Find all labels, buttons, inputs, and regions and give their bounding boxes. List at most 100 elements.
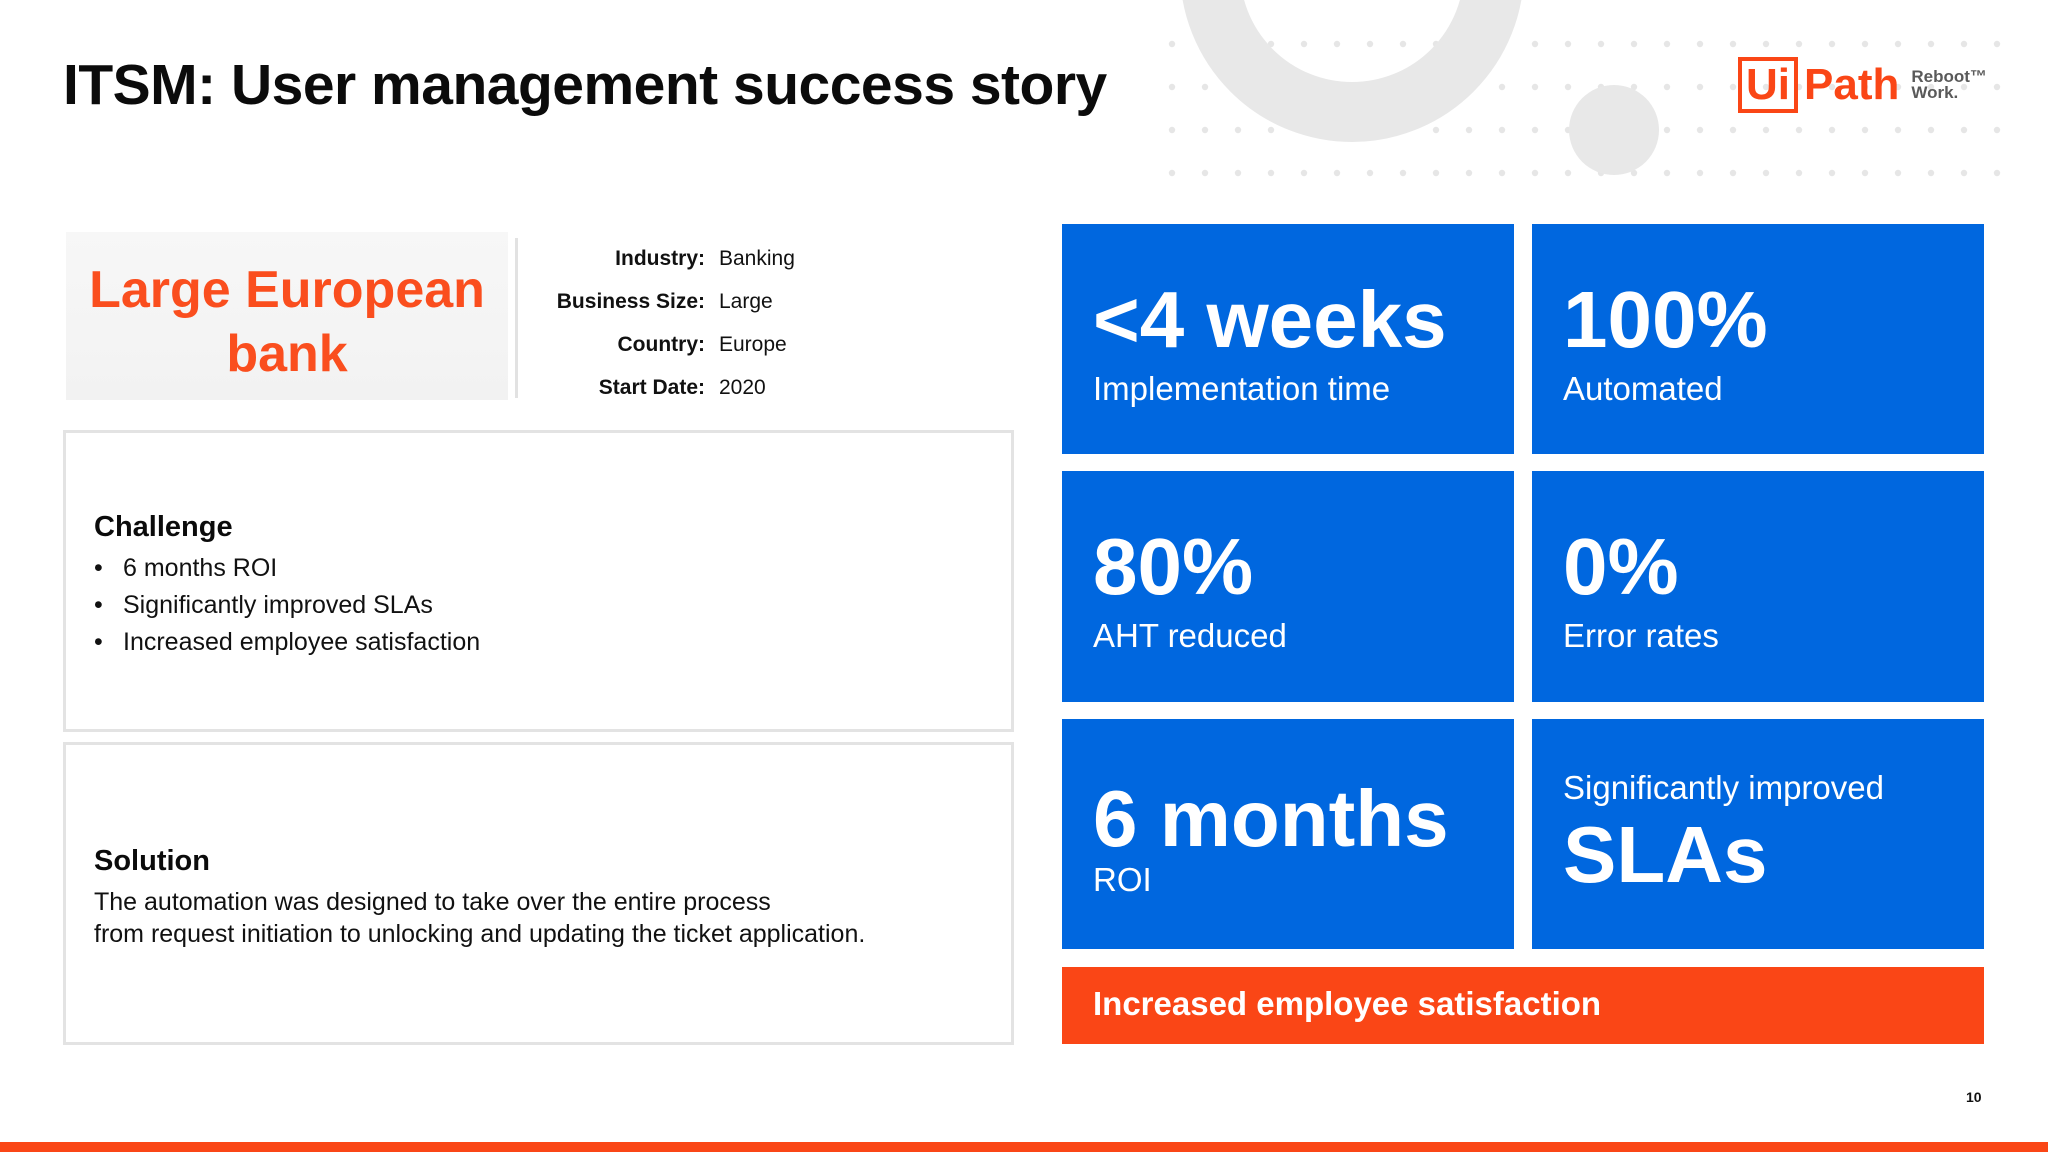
satisfaction-banner: Increased employee satisfaction [1062, 967, 1984, 1044]
fact-value: Europe [719, 332, 787, 356]
fact-label: Country: [617, 332, 706, 356]
fact-value: Banking [719, 246, 795, 270]
bottom-accent-bar [0, 1142, 2048, 1152]
decorative-dot [1201, 169, 1209, 177]
logo-ui-mark: Ui [1738, 57, 1798, 113]
list-item: • 6 months ROI [94, 550, 480, 587]
decorative-dot [1696, 83, 1704, 91]
decorative-dot [1762, 169, 1770, 177]
decorative-dot [1597, 40, 1605, 48]
decorative-dot [1762, 83, 1770, 91]
list-item: • Significantly improved SLAs [94, 587, 480, 624]
decorative-dot [1828, 126, 1836, 134]
page-number: 10 [1966, 1089, 1982, 1105]
metric-caption: Significantly improved [1563, 769, 1884, 806]
decorative-dot [1201, 126, 1209, 134]
metric-caption: Automated [1563, 370, 1723, 407]
decorative-dot [1960, 169, 1968, 177]
bullet: • [94, 554, 103, 582]
decorative-dot [1498, 126, 1506, 134]
fact-value: Large [719, 289, 773, 313]
decorative-dot [1960, 83, 1968, 91]
decorative-dot [1465, 126, 1473, 134]
metric-tile-slas: Significantly improved SLAs [1532, 719, 1984, 949]
decorative-dot [1729, 126, 1737, 134]
fact-row-country: Country: Europe [530, 323, 795, 366]
decorative-dot [1234, 126, 1242, 134]
decorative-dot [1861, 169, 1869, 177]
metric-tile-aht-reduced: 80% AHT reduced [1062, 471, 1514, 702]
metric-value: <4 weeks [1093, 275, 1447, 364]
decorative-dot [1300, 169, 1308, 177]
decorative-dot [1234, 169, 1242, 177]
decorative-dot [1333, 169, 1341, 177]
decorative-dot [1861, 83, 1869, 91]
list-item-text: Significantly improved SLAs [123, 591, 433, 619]
metric-tile-error-rates: 0% Error rates [1532, 471, 1984, 702]
decorative-dot [1564, 40, 1572, 48]
decorative-dot [1564, 83, 1572, 91]
fact-label: Start Date: [598, 375, 705, 399]
metric-value: 80% [1093, 522, 1254, 611]
decorative-dot [1894, 126, 1902, 134]
bullet: • [94, 628, 103, 656]
metric-caption: Error rates [1563, 617, 1719, 654]
banner-text: Increased employee satisfaction [1093, 985, 1602, 1022]
metric-caption: Implementation time [1093, 370, 1391, 407]
decorative-dot [1894, 169, 1902, 177]
logo-path-text: Path [1804, 60, 1900, 109]
decorative-dot [1696, 169, 1704, 177]
fact-row-industry: Industry: Banking [530, 237, 795, 280]
decorative-dot [1795, 40, 1803, 48]
metric-value: 6 months [1093, 774, 1449, 863]
decorative-dot [1663, 83, 1671, 91]
fact-label: Business Size: [556, 289, 705, 313]
metric-tile-implementation-time: <4 weeks Implementation time [1062, 224, 1514, 454]
solution-box: Solution The automation was designed to … [63, 742, 1014, 1045]
decorative-dot [1531, 83, 1539, 91]
vertical-divider [515, 238, 518, 398]
decorative-dot [1531, 126, 1539, 134]
logo-tagline-line2: Work. [1911, 83, 1959, 102]
metric-value: 100% [1563, 275, 1768, 364]
metric-tile-automated: 100% Automated [1532, 224, 1984, 454]
logo-tagline: Reboot™ Work. [1911, 67, 1991, 102]
decorative-dot [1267, 126, 1275, 134]
decorative-dot [1993, 126, 2001, 134]
company-name-line1: Large European [89, 261, 485, 319]
decorative-dot [1267, 169, 1275, 177]
decorative-dot [1300, 40, 1308, 48]
decorative-dot [1531, 169, 1539, 177]
list-item: • Increased employee satisfaction [94, 624, 480, 661]
decorative-dot [1762, 126, 1770, 134]
decorative-dot [1399, 169, 1407, 177]
decorative-dot [1564, 169, 1572, 177]
fact-row-start-date: Start Date: 2020 [530, 366, 795, 409]
metric-tile-roi: 6 months ROI [1062, 719, 1514, 949]
decorative-dot [1630, 83, 1638, 91]
solution-line2: from request initiation to unlocking and… [94, 920, 866, 948]
solution-line1: The automation was designed to take over… [94, 888, 771, 916]
ring-shape [1182, 0, 1522, 142]
decorative-dot [1828, 83, 1836, 91]
decorative-background [1168, 0, 2001, 177]
decorative-dot [1828, 40, 1836, 48]
logo-tagline-line1: Reboot™ [1911, 67, 1987, 86]
decorative-dot [1663, 169, 1671, 177]
decorative-dot [1663, 126, 1671, 134]
metric-caption: ROI [1093, 861, 1152, 898]
decorative-dot [1267, 40, 1275, 48]
bullet: • [94, 591, 103, 619]
decorative-dot [1168, 126, 1176, 134]
decorative-dot [1927, 126, 1935, 134]
decorative-dot [1663, 40, 1671, 48]
decorative-dot [1861, 40, 1869, 48]
decorative-dot [1168, 40, 1176, 48]
decorative-dot [1498, 83, 1506, 91]
fact-value: 2020 [719, 375, 766, 399]
decorative-dot [1993, 83, 2001, 91]
fact-row-business-size: Business Size: Large [530, 280, 795, 323]
decorative-dot [1399, 40, 1407, 48]
circle-shape [1569, 85, 1659, 175]
challenge-box: Challenge • 6 months ROI • Significantly i… [63, 430, 1014, 732]
